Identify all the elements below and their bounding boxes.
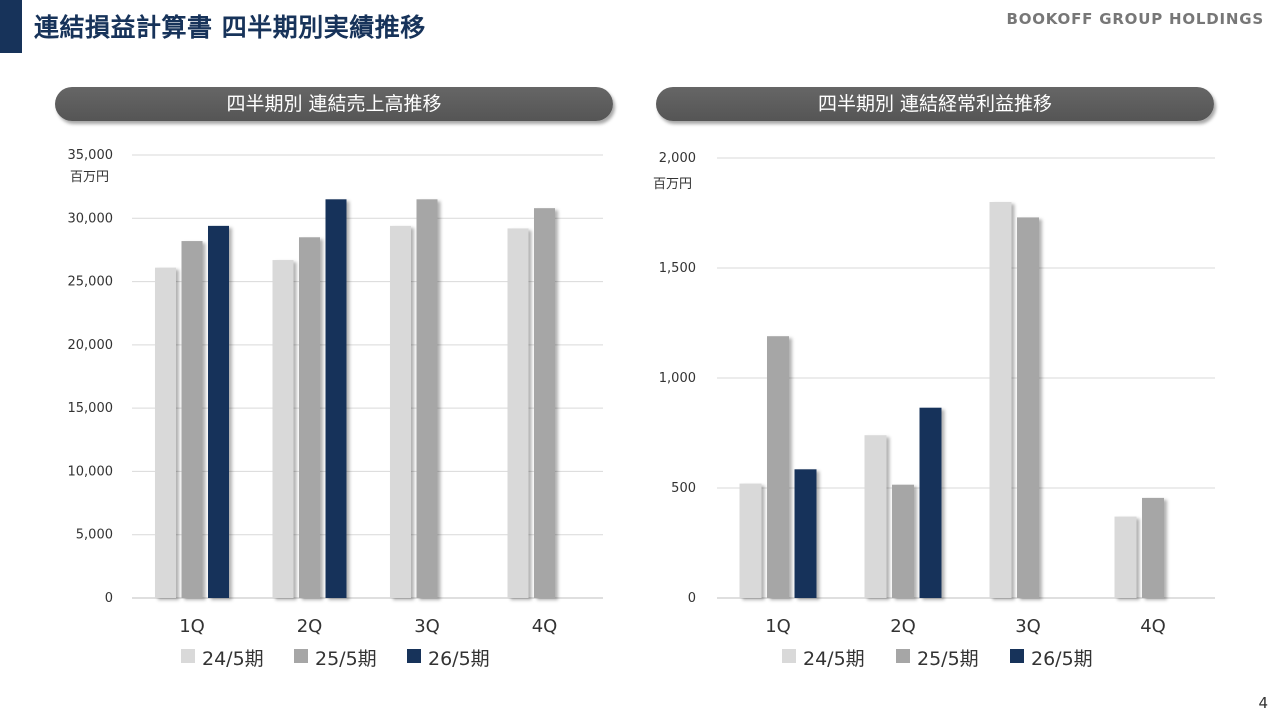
bar-2Q-26/5期	[919, 407, 942, 598]
y-tick-label: 10,000	[68, 464, 114, 479]
legend-swatch	[407, 649, 421, 663]
unit-label: 百万円	[70, 170, 109, 185]
legend-label: 24/5期	[202, 648, 264, 670]
bar-4Q-24/5期	[507, 228, 529, 598]
page-number: 4	[1258, 694, 1268, 712]
bar-3Q-24/5期	[390, 225, 411, 598]
bar-3Q-25/5期	[1017, 217, 1039, 598]
y-tick-label: 35,000	[68, 148, 114, 163]
x-category-label: 2Q	[297, 616, 323, 637]
x-category-label: 4Q	[532, 616, 558, 637]
company-logo-text: BOOKOFF GROUP HOLDINGS	[1006, 10, 1264, 28]
bar-1Q-25/5期	[181, 241, 203, 598]
legend-swatch	[181, 649, 195, 663]
bar-2Q-24/5期	[272, 260, 294, 598]
bar-1Q-24/5期	[155, 267, 176, 598]
y-tick-label: 1,500	[659, 261, 696, 276]
legend-swatch	[1010, 649, 1024, 663]
legend-label: 24/5期	[803, 648, 865, 670]
y-tick-label: 15,000	[68, 401, 114, 416]
bar-3Q-25/5期	[416, 199, 438, 599]
bar-4Q-24/5期	[1114, 516, 1137, 598]
legend-label: 26/5期	[428, 648, 490, 670]
x-category-label: 1Q	[765, 616, 791, 637]
ordinary-profit-chart-title: 四半期別 連結経常利益推移	[656, 87, 1214, 121]
bar-1Q-26/5期	[208, 225, 229, 598]
x-category-label: 1Q	[179, 616, 205, 637]
legend-swatch	[782, 649, 796, 663]
y-tick-label: 0	[688, 591, 696, 606]
bar-2Q-25/5期	[892, 484, 914, 598]
y-tick-label: 20,000	[68, 338, 114, 353]
y-tick-label: 25,000	[68, 275, 114, 290]
sales-bar-chart: 0 5,000 10,000 15,000 20,000 25,000 30,000 35,0…	[68, 148, 603, 670]
legend-label: 25/5期	[917, 648, 979, 670]
legend-label: 26/5期	[1031, 648, 1093, 670]
y-tick-label: 0	[105, 591, 113, 606]
bar-4Q-25/5期	[534, 208, 555, 598]
bar-2Q-24/5期	[864, 435, 887, 598]
x-category-label: 3Q	[1015, 616, 1041, 637]
page-title: 連結損益計算書 四半期別実績推移	[34, 13, 426, 42]
legend-swatch	[896, 649, 910, 663]
bar-4Q-25/5期	[1142, 497, 1164, 598]
x-category-label: 3Q	[414, 616, 440, 637]
bar-2Q-25/5期	[299, 237, 320, 598]
unit-label: 百万円	[653, 177, 692, 192]
y-tick-label: 2,000	[659, 151, 696, 166]
legend-label: 25/5期	[315, 648, 377, 670]
bar-1Q-26/5期	[794, 469, 817, 598]
legend-swatch	[294, 649, 308, 663]
y-tick-label: 5,000	[76, 528, 113, 543]
bar-2Q-26/5期	[325, 199, 347, 599]
bar-1Q-24/5期	[739, 483, 762, 598]
y-tick-label: 30,000	[68, 211, 114, 226]
bar-3Q-24/5期	[989, 202, 1012, 598]
bar-1Q-25/5期	[767, 336, 789, 598]
title-accent-bar	[0, 0, 22, 53]
x-category-label: 4Q	[1140, 616, 1166, 637]
y-tick-label: 1,000	[659, 371, 696, 386]
y-tick-label: 500	[671, 481, 696, 496]
sales-chart-title: 四半期別 連結売上高推移	[55, 87, 613, 121]
x-category-label: 2Q	[890, 616, 916, 637]
